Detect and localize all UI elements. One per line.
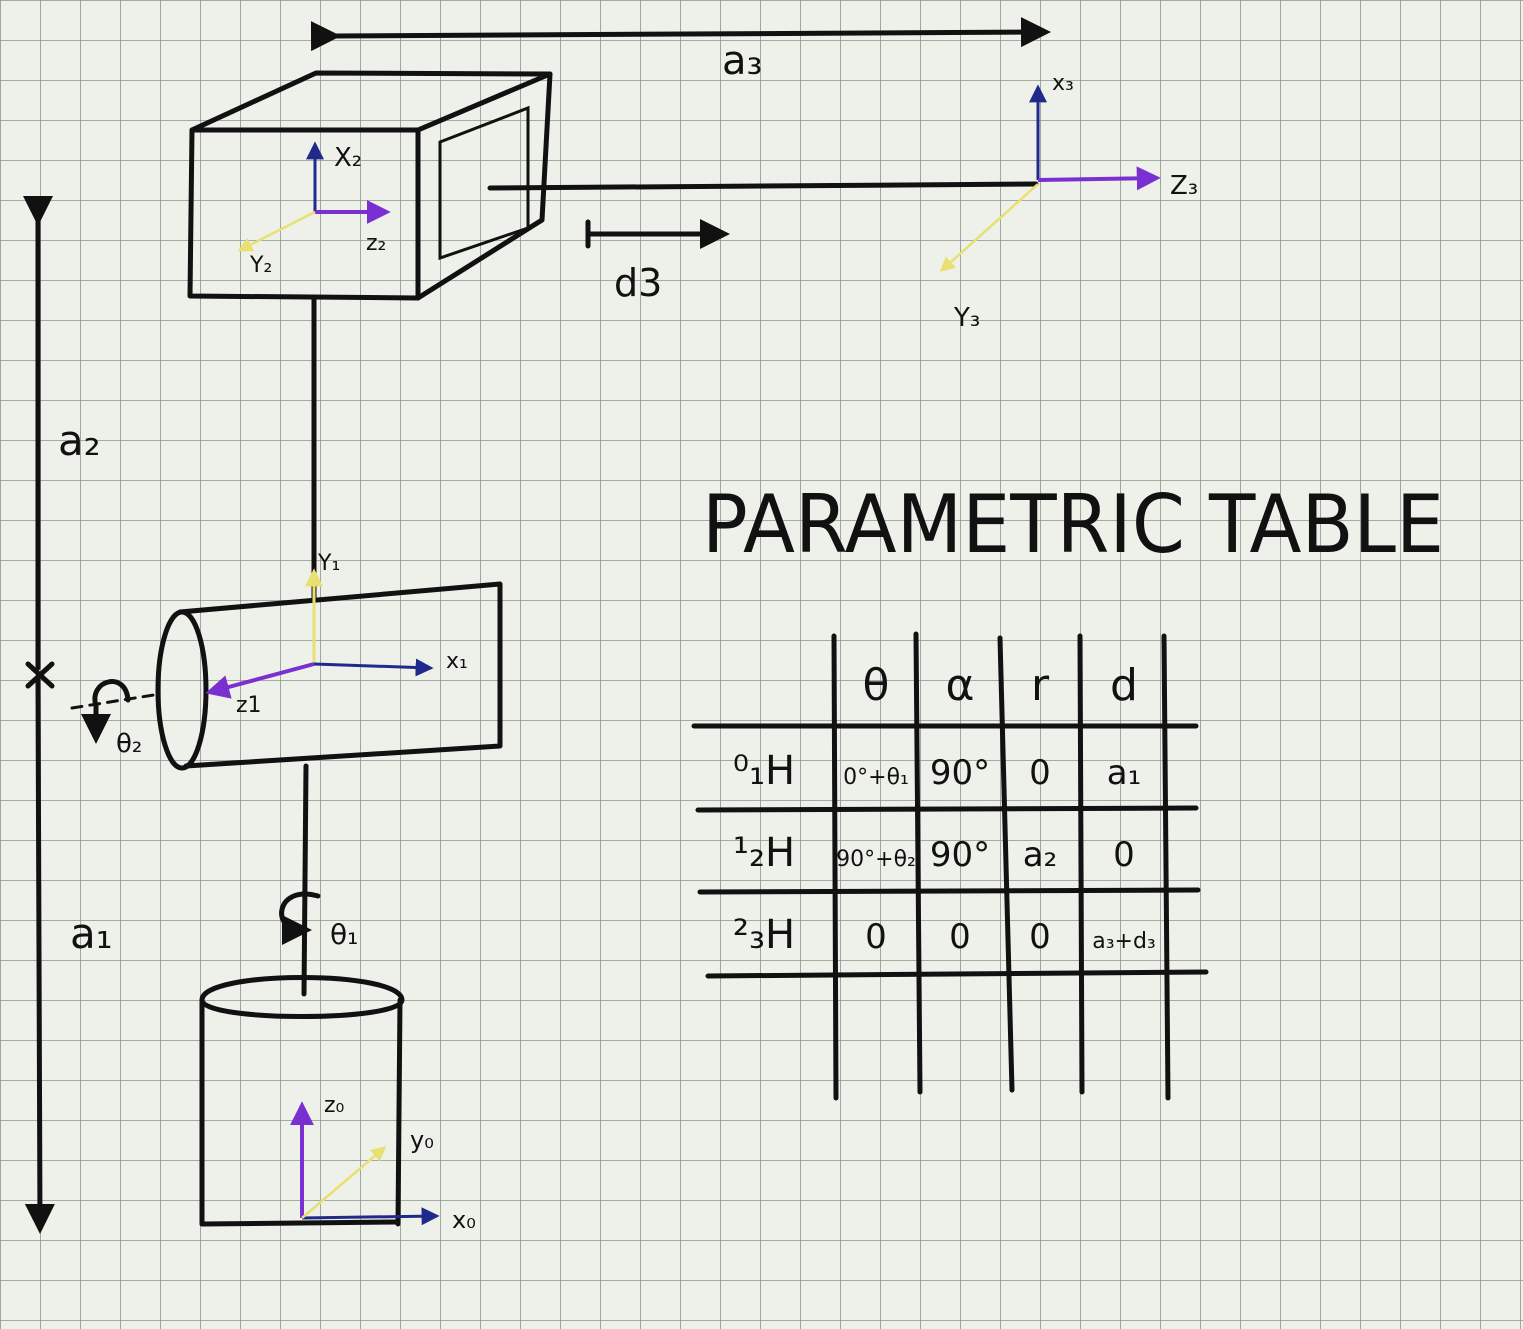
parametric-table-cells: θ α r d ⁰₁H 0°+θ₁ 90° 0 a₁ ¹₂H 90°+θ₂ 90° a₂ 0 ²₃H 0 0 0 a… xyxy=(733,660,1156,958)
label-theta1: θ₁ xyxy=(330,918,358,951)
link1-shaft xyxy=(301,763,309,997)
table-cell-r1-alpha: 90° xyxy=(930,835,990,875)
label-z0: z₀ xyxy=(324,1093,345,1118)
table-cell-r0-label: ⁰₁H xyxy=(733,748,795,794)
label-a3: a₃ xyxy=(722,38,763,84)
table-cell-r1-theta: 90°+θ₂ xyxy=(836,847,916,872)
dimension-d3: d3 xyxy=(585,219,730,305)
frame2-axes: X₂ z₂ Y₂ xyxy=(237,141,391,278)
label-z3: Z₃ xyxy=(1170,171,1198,201)
table-cell-r0-r: 0 xyxy=(1029,753,1051,793)
label-y2: Y₂ xyxy=(249,253,272,278)
label-z1: z1 xyxy=(236,693,262,718)
dimension-a2-a1: a₂ a₁ xyxy=(23,196,113,1234)
table-cell-r2-r: 0 xyxy=(1029,917,1051,957)
label-y1: Y₁ xyxy=(317,551,340,576)
theta1-rotation: θ₁ xyxy=(279,891,358,951)
table-cell-r1-r: a₂ xyxy=(1023,835,1057,875)
table-header-1: θ xyxy=(863,660,890,711)
label-a2: a₂ xyxy=(58,416,101,465)
table-cell-r0-alpha: 90° xyxy=(930,753,990,793)
table-header-4: d xyxy=(1110,660,1138,711)
table-cell-r2-theta: 0 xyxy=(865,917,887,957)
parametric-table xyxy=(691,631,1209,1101)
table-cell-r1-d: 0 xyxy=(1113,835,1135,875)
label-d3: d3 xyxy=(614,261,662,305)
label-theta2: θ₂ xyxy=(116,729,142,759)
table-cell-r2-label: ²₃H xyxy=(733,912,795,958)
label-z2: z₂ xyxy=(366,231,386,256)
table-cell-r2-d: a₃+d₃ xyxy=(1092,929,1156,954)
table-cell-r0-d: a₁ xyxy=(1107,753,1141,793)
table-title: PARAMETRIC TABLE xyxy=(702,478,1444,571)
table-cell-r1-label: ¹₂H xyxy=(733,830,795,876)
table-header-2: α xyxy=(945,660,974,711)
base-cylinder xyxy=(199,975,405,1227)
label-y3: Y₃ xyxy=(953,303,980,333)
label-a1: a₁ xyxy=(70,909,113,958)
label-x2: X₂ xyxy=(334,143,362,173)
frame1-axes: Y₁ x₁ z1 xyxy=(205,551,468,718)
dimension-a3: a₃ xyxy=(310,17,1051,84)
prismatic-link-box xyxy=(187,70,1039,301)
frame3-axes: x₃ Z₃ Y₃ xyxy=(939,71,1198,333)
table-header-3: r xyxy=(1031,660,1050,711)
label-x3: x₃ xyxy=(1052,71,1074,96)
table-cell-r2-alpha: 0 xyxy=(949,917,971,957)
table-cell-r0-theta: 0°+θ₁ xyxy=(843,765,909,790)
label-x1: x₁ xyxy=(446,649,468,674)
label-y0: y₀ xyxy=(410,1126,434,1154)
label-x0: x₀ xyxy=(452,1206,476,1234)
frame0-axes: z₀ y₀ x₀ xyxy=(290,1093,476,1234)
